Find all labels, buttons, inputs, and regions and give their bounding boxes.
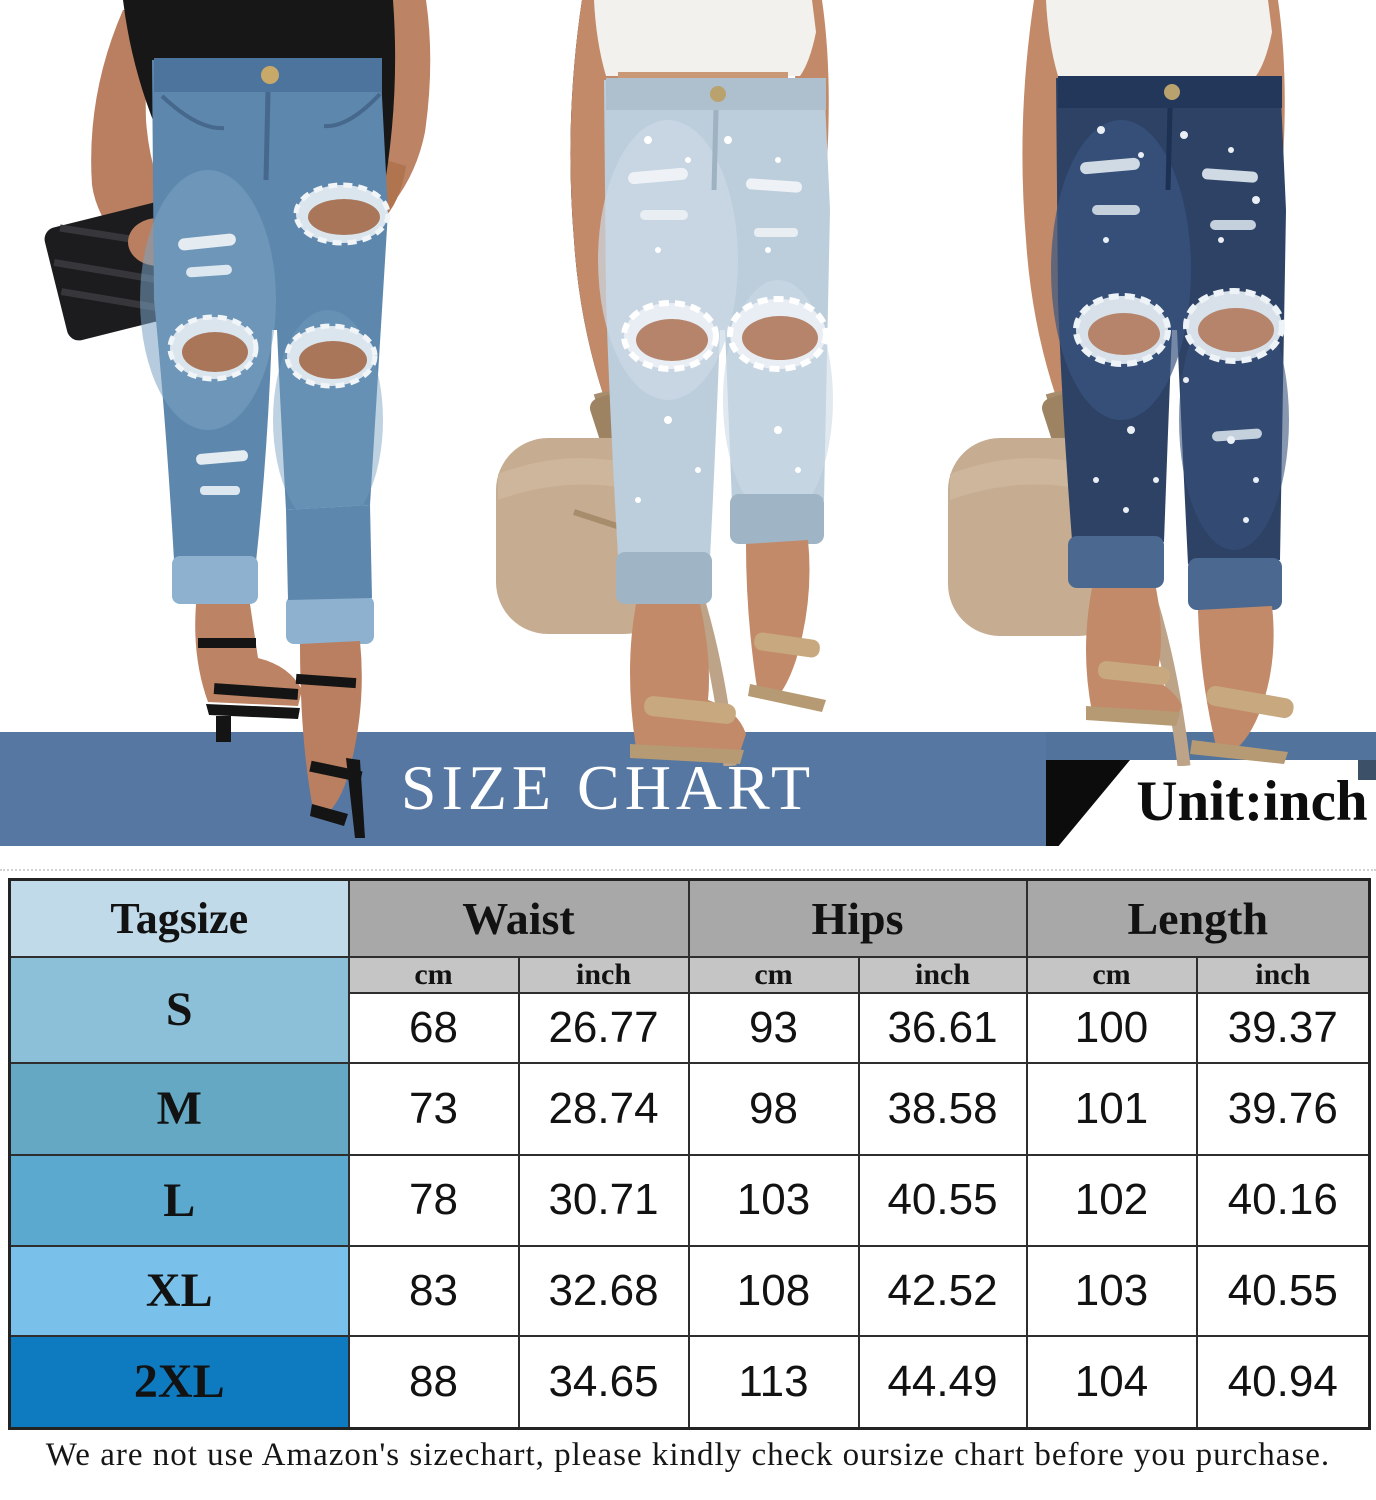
cell-value: 88 xyxy=(347,1334,520,1430)
cell-value: 103 xyxy=(1025,1244,1198,1337)
model-2-rips xyxy=(621,167,829,372)
cell-value: 104 xyxy=(1025,1334,1198,1430)
cell-value: 39.76 xyxy=(1195,1061,1371,1156)
size-chart-banner: SIZE CHART xyxy=(0,732,1046,846)
size-cell-m: M xyxy=(8,1061,350,1156)
model-3-rips xyxy=(1073,157,1285,442)
model-1-cuff xyxy=(286,596,374,644)
cell-value: 34.65 xyxy=(517,1334,690,1430)
cell-value: 40.94 xyxy=(1195,1334,1371,1430)
subheader-waist-cm: cm xyxy=(347,955,520,994)
cell-value: 98 xyxy=(687,1061,860,1156)
model-3-sandals xyxy=(1086,588,1294,764)
cell-value: 26.77 xyxy=(517,991,690,1064)
subheader-length-cm: cm xyxy=(1025,955,1198,994)
subheader-hips-cm: cm xyxy=(687,955,860,994)
size-cell-s: S xyxy=(8,955,350,1064)
size-chart-table: Tagsize Waist Hips Length S cm inch cm i… xyxy=(8,878,1372,1430)
model-2-jeans xyxy=(598,78,833,604)
subheader-length-inch: inch xyxy=(1195,955,1371,994)
model-3-top xyxy=(1046,0,1272,76)
dotted-divider xyxy=(0,869,1376,871)
cell-value: 40.55 xyxy=(857,1153,1028,1247)
unit-label: Unit:inch xyxy=(1136,770,1368,833)
cell-value: 113 xyxy=(687,1334,860,1430)
col-header-hips: Hips xyxy=(687,878,1028,958)
cell-value: 38.58 xyxy=(857,1061,1028,1156)
cell-value: 39.37 xyxy=(1195,991,1371,1064)
cell-value: 108 xyxy=(687,1244,860,1337)
cell-value: 102 xyxy=(1025,1153,1198,1247)
product-photo-3 xyxy=(948,0,1294,766)
model-2-top xyxy=(594,0,816,76)
product-photo-1 xyxy=(44,0,431,838)
model-2-sandals xyxy=(630,540,826,764)
cell-value: 73 xyxy=(347,1061,520,1156)
cell-value: 30.71 xyxy=(517,1153,690,1247)
cell-value: 36.61 xyxy=(857,991,1028,1064)
model-3-jeans xyxy=(1051,76,1289,610)
cell-value: 42.52 xyxy=(857,1244,1028,1337)
size-cell-l: L xyxy=(8,1153,350,1247)
model-2-paint-splatter xyxy=(635,136,801,503)
model-1-heels xyxy=(195,604,365,838)
size-cell-2xl: 2XL xyxy=(8,1334,350,1430)
black-flag-shape xyxy=(1046,760,1130,846)
cell-value: 83 xyxy=(347,1244,520,1337)
cell-value: 68 xyxy=(347,991,520,1064)
table-row-l: L 78 30.71 103 40.55 102 40.16 xyxy=(8,1153,1371,1247)
cell-value: 78 xyxy=(347,1153,520,1247)
col-header-waist: Waist xyxy=(347,878,690,958)
cell-value: 100 xyxy=(1025,991,1198,1064)
model-1-rips xyxy=(167,182,391,495)
table-row-m: M 73 28.74 98 38.58 101 39.76 xyxy=(8,1061,1371,1156)
cell-value: 44.49 xyxy=(857,1334,1028,1430)
banner-ribbon-fold xyxy=(1358,760,1376,780)
cell-value: 40.16 xyxy=(1195,1153,1371,1247)
model-1-shin-denim xyxy=(286,505,372,600)
cell-value: 32.68 xyxy=(517,1244,690,1337)
table-row-s: 68 26.77 93 36.61 100 39.37 xyxy=(10,991,1371,1064)
size-disclaimer-note: We are not use Amazon's sizechart, pleas… xyxy=(45,1437,1331,1473)
size-cell-xl: XL xyxy=(8,1244,350,1337)
cell-value: 28.74 xyxy=(517,1061,690,1156)
table-row-xl: XL 83 32.68 108 42.52 103 40.55 xyxy=(8,1244,1371,1337)
product-photo-2 xyxy=(496,0,833,766)
col-header-tagsize: Tagsize xyxy=(8,878,350,958)
cell-value: 103 xyxy=(687,1153,860,1247)
table-row-2xl: 2XL 88 34.65 113 44.49 104 40.94 xyxy=(8,1334,1371,1430)
col-header-length: Length xyxy=(1025,878,1371,958)
model-3-paint-splatter xyxy=(1093,126,1260,523)
size-chart-title: SIZE CHART xyxy=(400,752,816,823)
subheader-hips-inch: inch xyxy=(857,955,1028,994)
subheader-waist-inch: inch xyxy=(517,955,690,994)
cell-value: 93 xyxy=(687,991,860,1064)
model-1-jeans xyxy=(140,58,391,604)
cell-value: 40.55 xyxy=(1195,1244,1371,1337)
cell-value: 101 xyxy=(1025,1061,1198,1156)
